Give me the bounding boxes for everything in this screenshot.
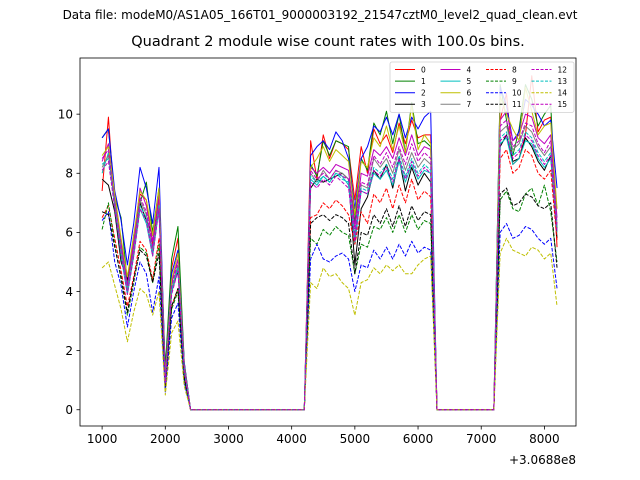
legend-label-4: 4 — [467, 65, 472, 74]
legend-label-1: 1 — [421, 77, 426, 86]
series-line-6 — [101, 87, 558, 411]
y-tick-label: 2 — [65, 344, 73, 358]
legend-label-5: 5 — [467, 77, 472, 86]
series-line-12 — [101, 119, 558, 411]
y-tick-label: 0 — [65, 403, 73, 417]
series-line-9 — [101, 184, 558, 411]
x-tick-label: 2000 — [150, 432, 181, 446]
y-tick-label: 10 — [58, 107, 73, 121]
legend-label-11: 11 — [512, 100, 522, 109]
legend-label-8: 8 — [512, 65, 517, 74]
series-line-2 — [101, 87, 558, 411]
legend-label-0: 0 — [421, 65, 426, 74]
series-group — [101, 75, 558, 411]
series-line-13 — [101, 131, 558, 411]
legend-label-13: 13 — [558, 77, 568, 86]
legend-label-12: 12 — [558, 65, 568, 74]
x-tick-label: 5000 — [340, 432, 371, 446]
series-line-1 — [101, 84, 558, 411]
x-tick-label: 1000 — [87, 432, 118, 446]
legend-label-2: 2 — [421, 89, 426, 98]
x-tick-label: 6000 — [403, 432, 434, 446]
y-tick-label: 4 — [65, 285, 73, 299]
chart-title: Quadrant 2 module wise count rates with … — [131, 34, 525, 50]
x-tick-label: 7000 — [466, 432, 497, 446]
series-line-7 — [101, 125, 558, 411]
legend-box — [389, 61, 575, 113]
legend-label-10: 10 — [512, 89, 522, 98]
series-line-3 — [101, 134, 558, 411]
legend-label-6: 6 — [467, 89, 472, 98]
legend-label-14: 14 — [558, 89, 568, 98]
plot-frame — [79, 57, 577, 427]
series-line-0 — [101, 75, 558, 411]
y-tick-label: 8 — [65, 167, 73, 181]
x-tick-label: 4000 — [276, 432, 307, 446]
x-tick-label: 8000 — [529, 432, 560, 446]
series-line-15 — [101, 134, 558, 411]
legend-label-9: 9 — [512, 77, 517, 86]
legend-label-15: 15 — [558, 100, 568, 109]
x-offset-label: +3.0688e8 — [509, 453, 576, 467]
x-tick-label: 3000 — [213, 432, 244, 446]
figure-suptitle: Data file: modeM0/AS1A05_166T01_90000031… — [62, 8, 578, 22]
legend-label-3: 3 — [421, 100, 426, 109]
legend-label-7: 7 — [467, 100, 472, 109]
y-tick-label: 6 — [65, 226, 73, 240]
